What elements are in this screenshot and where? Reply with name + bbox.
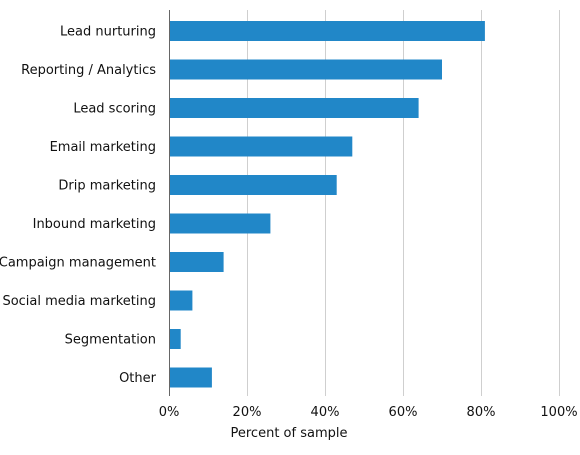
category-label: Social media marketing: [2, 294, 156, 309]
bar: [169, 329, 181, 349]
x-tick-label: 100%: [540, 405, 577, 420]
category-label: Drip marketing: [58, 179, 156, 194]
category-label: Campaign management: [0, 256, 156, 271]
x-axis-title: Percent of sample: [231, 426, 348, 441]
x-tick-label: 20%: [233, 405, 262, 420]
x-tick-label: 0%: [159, 405, 180, 420]
x-tick-labels: 0% 20% 40% 60% 80% 100%: [159, 405, 578, 420]
bar: [169, 175, 337, 195]
bars: [169, 21, 485, 388]
bar: [169, 213, 271, 234]
bar: [169, 136, 353, 157]
bar: [169, 252, 224, 272]
category-label: Lead nurturing: [60, 25, 156, 40]
category-label: Other: [119, 371, 157, 386]
category-labels: Lead nurturing Reporting / Analytics Lead …: [0, 25, 157, 387]
bar: [169, 98, 419, 118]
bar: [169, 290, 193, 311]
category-label: Lead scoring: [73, 102, 156, 117]
bar: [169, 367, 212, 388]
x-tick-label: 80%: [467, 405, 496, 420]
category-label: Inbound marketing: [33, 217, 156, 232]
bar: [169, 21, 485, 41]
x-tick-label: 60%: [389, 405, 418, 420]
category-label: Email marketing: [50, 140, 156, 155]
bar: [169, 59, 442, 80]
x-tick-label: 40%: [311, 405, 340, 420]
category-label: Reporting / Analytics: [21, 63, 156, 78]
category-label: Segmentation: [65, 333, 156, 348]
